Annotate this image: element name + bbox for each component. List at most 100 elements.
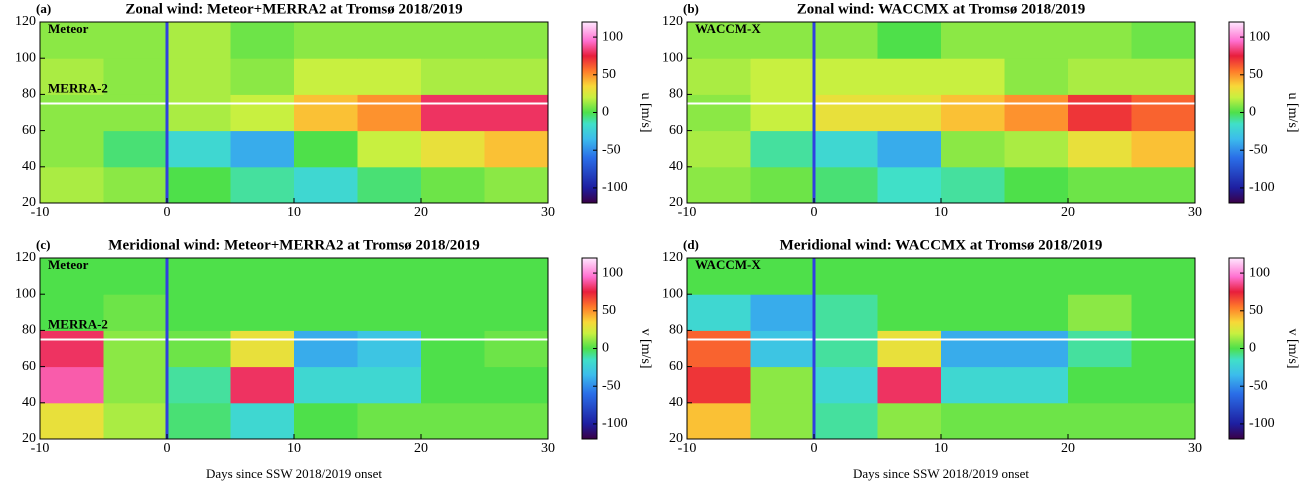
heat-cell [230, 294, 295, 331]
heat-cell [750, 166, 815, 204]
heat-cell [103, 130, 168, 168]
colorbar-tick-label: 100 [1249, 29, 1270, 44]
heat-cell [103, 402, 168, 440]
heat-cell [40, 166, 104, 204]
heat-cell [941, 330, 1005, 368]
x-tick-label: -10 [31, 441, 50, 456]
colorbar-tick-label: 0 [1249, 105, 1256, 120]
heat-cell [1131, 94, 1196, 132]
heat-cell [814, 330, 878, 368]
heat-cell [1004, 94, 1069, 132]
x-tick-label: 0 [811, 441, 818, 456]
heat-cell [1004, 22, 1069, 59]
y-tick-label: 60 [669, 359, 683, 374]
heat-cell [750, 330, 815, 368]
x-tick-label: 10 [287, 205, 301, 220]
heat-cell [814, 402, 878, 440]
heat-cell [1068, 366, 1132, 404]
heat-cell [294, 258, 358, 295]
heat-cell [1131, 130, 1196, 168]
heat-cell [877, 366, 942, 404]
annotation: MERRA-2 [48, 316, 108, 331]
heat-cell [814, 58, 878, 95]
heat-cell [941, 294, 1005, 331]
y-tick-label: 120 [662, 250, 683, 265]
heat-cell [941, 94, 1005, 132]
heat-cell [941, 258, 1005, 295]
heat-cell [750, 94, 815, 132]
colorbar-tick-label: 0 [1249, 341, 1256, 356]
colorbar-label: v [m/s] [638, 328, 653, 368]
heat-cell [1068, 294, 1132, 331]
heat-cell [687, 94, 751, 132]
heat-cell [750, 258, 815, 295]
colorbar-tick-label: -100 [1249, 416, 1275, 431]
heat-cell [484, 330, 549, 368]
colorbar-tick-label: -100 [602, 180, 628, 195]
panel-label: (c) [36, 237, 50, 252]
heat-cell [230, 330, 295, 368]
y-tick-label: 120 [15, 14, 36, 29]
y-tick-label: 60 [669, 123, 683, 138]
annotation: WACCM-X [695, 257, 761, 272]
panel-title: Zonal wind: WACCMX at Tromsø 2018/2019 [797, 1, 1086, 17]
heat-cell [687, 330, 751, 368]
y-tick-label: 20 [669, 195, 683, 210]
x-tick-label: 20 [414, 441, 428, 456]
y-tick-label: 20 [22, 431, 36, 446]
heat-cell [40, 22, 104, 59]
colorbar-label: u [m/s] [638, 92, 653, 132]
heat-cell [40, 58, 104, 95]
heat-cell [357, 402, 422, 440]
heat-cell [877, 94, 942, 132]
heat-cell [877, 258, 942, 295]
heat-cell [230, 166, 295, 204]
heat-cell [103, 166, 168, 204]
colorbar-tick-label: 100 [1249, 265, 1270, 280]
heat-cell [941, 130, 1005, 168]
heat-cell [103, 366, 168, 404]
y-tick-label: 80 [22, 323, 36, 338]
heat-cell [167, 294, 231, 331]
y-tick-label: 20 [669, 431, 683, 446]
heat-cell [421, 330, 485, 368]
heat-cell [1131, 294, 1196, 331]
heat-cell [750, 58, 815, 95]
heat-cell [167, 366, 231, 404]
heat-cell [40, 94, 104, 132]
heat-cell [357, 294, 422, 331]
heat-cell [484, 130, 549, 168]
heat-cell [294, 330, 358, 368]
colorbar-tick-label: -100 [1249, 180, 1275, 195]
x-tick-label: 0 [164, 205, 171, 220]
annotation: WACCM-X [695, 21, 761, 36]
x-tick-label: 10 [934, 441, 948, 456]
heat-cell [421, 58, 485, 95]
heat-cell [40, 258, 104, 295]
colorbar-tick-label: -50 [1249, 142, 1268, 157]
colorbar-tick-label: -50 [1249, 378, 1268, 393]
heat-cell [40, 294, 104, 331]
colorbar-tick-label: -50 [602, 142, 621, 157]
colorbar-tick-label: 50 [1249, 303, 1263, 318]
y-tick-label: 20 [22, 195, 36, 210]
heat-cell [357, 58, 422, 95]
x-axis-label: Days since SSW 2018/2019 onset [853, 466, 1029, 481]
x-tick-label: 30 [541, 205, 555, 220]
heat-cell [687, 166, 751, 204]
heat-cell [484, 258, 549, 295]
heat-cell [357, 166, 422, 204]
heat-cell [484, 94, 549, 132]
heat-cell [230, 366, 295, 404]
heat-cell [814, 258, 878, 295]
heat-cell [877, 330, 942, 368]
heat-cell [357, 130, 422, 168]
y-tick-label: 120 [662, 14, 683, 29]
colorbar-tick-label: 100 [602, 29, 623, 44]
y-tick-label: 100 [662, 286, 683, 301]
panel-title: Meridional wind: WACCMX at Tromsø 2018/2… [780, 237, 1103, 253]
heat-cell [1004, 258, 1069, 295]
colorbar-label: u [m/s] [1285, 92, 1300, 132]
colorbar-tick-label: 0 [602, 341, 609, 356]
colorbar-tick-label: -50 [602, 378, 621, 393]
